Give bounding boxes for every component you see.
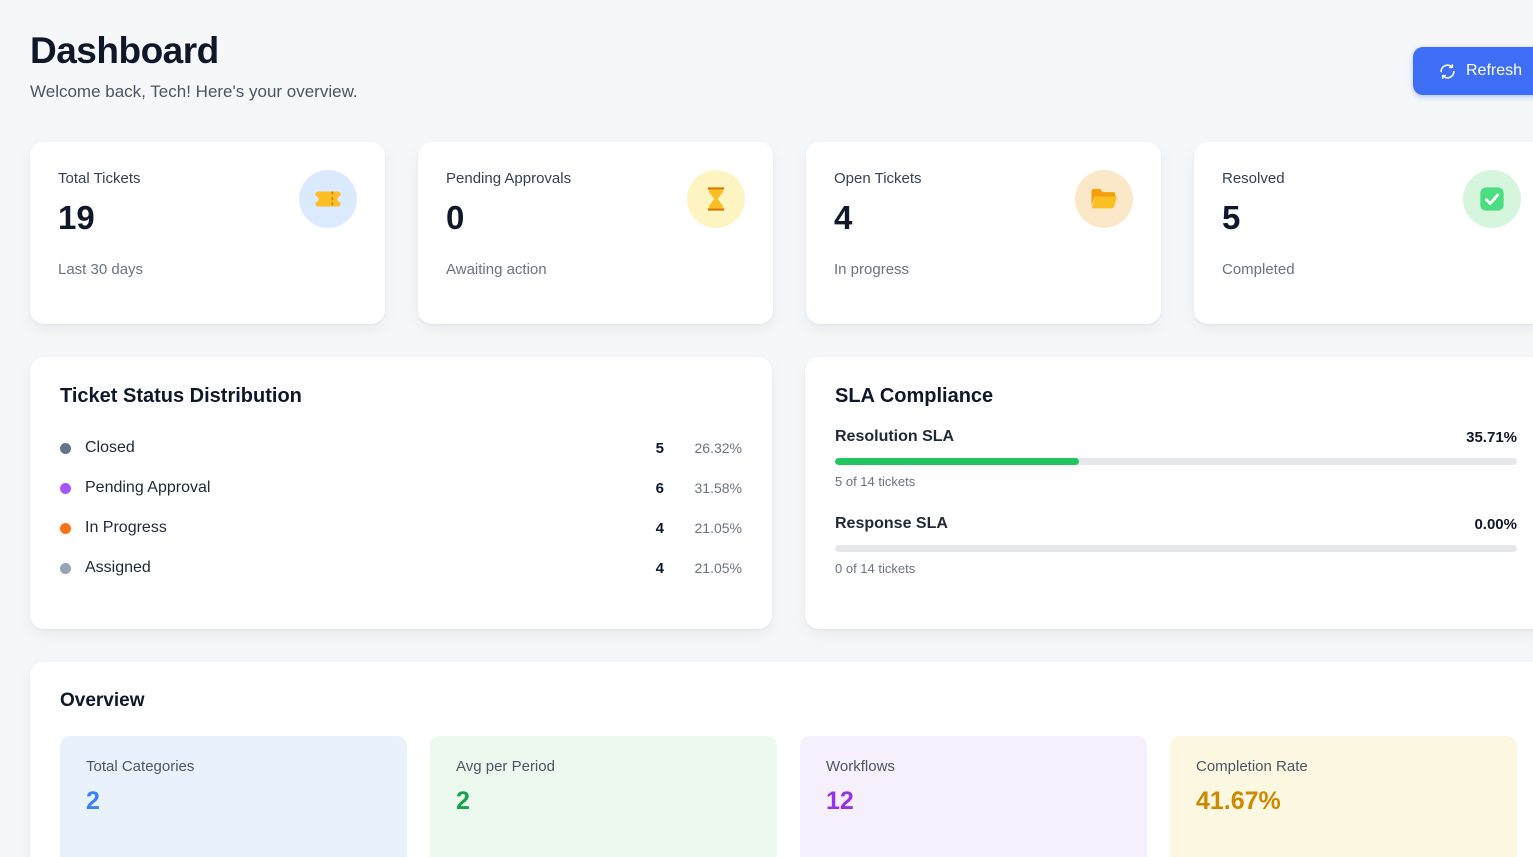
progress-bar-track [835, 545, 1517, 552]
sla-percent: 35.71% [1466, 428, 1517, 446]
progress-bar-track [835, 458, 1517, 465]
stat-caption: Completed [1222, 261, 1295, 278]
sla-item-resolution: Resolution SLA 35.71% 5 of 14 tickets [835, 428, 1517, 489]
sla-compliance-panel: SLA Compliance Resolution SLA 35.71% 5 o… [805, 357, 1533, 629]
sla-item-header: Resolution SLA 35.71% [835, 428, 1517, 446]
overview-card-total-categories: Total Categories 2 [60, 736, 407, 857]
progress-bar-fill [835, 458, 1079, 465]
sla-label: Resolution SLA [835, 428, 955, 445]
overview-card-label: Completion Rate [1196, 758, 1308, 775]
sla-percent: 0.00% [1474, 515, 1517, 533]
status-count: 4 [655, 559, 664, 577]
check-icon [1463, 170, 1521, 228]
status-label: Pending Approval [85, 479, 211, 496]
refresh-button-label: Refresh [1466, 62, 1523, 79]
panel-title: Ticket Status Distribution [60, 385, 302, 407]
middle-row: Ticket Status Distribution Closed 5 26.3… [30, 357, 1533, 629]
stat-label: Open Tickets [834, 170, 922, 187]
refresh-icon [1439, 63, 1456, 80]
overview-title: Overview [60, 690, 145, 711]
overview-card-value: 41.67% [1196, 787, 1281, 815]
sla-caption: 5 of 14 tickets [835, 474, 916, 489]
stat-label: Pending Approvals [446, 170, 572, 187]
status-percent: 21.05% [694, 560, 742, 576]
ticket-status-distribution-panel: Ticket Status Distribution Closed 5 26.3… [30, 357, 772, 629]
page-header: Dashboard Welcome back, Tech! Here's you… [30, 30, 1533, 102]
status-dot [60, 442, 71, 454]
sla-item-response: Response SLA 0.00% 0 of 14 tickets [835, 515, 1517, 576]
stat-caption: In progress [834, 261, 910, 278]
stat-caption: Awaiting action [446, 261, 547, 278]
status-count: 4 [655, 519, 664, 537]
status-row-pending-approval: Pending Approval 6 31.58% [60, 468, 742, 508]
status-label: Assigned [85, 559, 151, 576]
overview-panel: Overview Total Categories 2 Avg per Peri… [30, 662, 1533, 857]
page-subtitle: Welcome back, Tech! Here's your overview… [30, 82, 358, 101]
page-title: Dashboard [30, 30, 219, 71]
status-count: 6 [655, 479, 664, 497]
overview-card-value: 2 [86, 787, 100, 815]
status-row-assigned: Assigned 4 21.05% [60, 548, 742, 588]
stat-label: Resolved [1222, 170, 1285, 187]
stat-card-total-tickets: Total Tickets 19 Last 30 days [30, 142, 385, 324]
status-dot [60, 522, 71, 534]
status-row-in-progress: In Progress 4 21.05% [60, 508, 742, 548]
stat-caption: Last 30 days [58, 261, 144, 278]
overview-card-value: 2 [456, 787, 470, 815]
overview-card-label: Total Categories [86, 758, 195, 775]
overview-card-avg-per-period: Avg per Period 2 [430, 736, 777, 857]
overview-grid: Total Categories 2 Avg per Period 2 Work… [60, 736, 1519, 857]
stat-value: 5 [1222, 199, 1241, 236]
stat-card-text: Open Tickets 4 In progress [834, 170, 922, 296]
stat-label: Total Tickets [58, 170, 141, 187]
refresh-button[interactable]: Refresh [1413, 47, 1533, 95]
open-folder-icon [1075, 170, 1133, 228]
status-row-closed: Closed 5 26.32% [60, 428, 742, 468]
stat-card-open-tickets: Open Tickets 4 In progress [806, 142, 1161, 324]
overview-card-value: 12 [826, 787, 854, 815]
overview-card-label: Avg per Period [456, 758, 555, 775]
status-percent: 26.32% [694, 440, 742, 456]
stat-card-resolved: Resolved 5 Completed [1194, 142, 1533, 324]
ticket-icon [299, 170, 357, 228]
overview-card-workflows: Workflows 12 [800, 736, 1147, 857]
status-percent: 21.05% [694, 520, 742, 536]
status-label: Closed [85, 439, 135, 456]
overview-card-completion-rate: Completion Rate 41.67% [1170, 736, 1517, 857]
stat-card-text: Total Tickets 19 Last 30 days [58, 170, 143, 296]
sla-label: Response SLA [835, 515, 948, 532]
sla-caption: 0 of 14 tickets [835, 561, 916, 576]
status-dot [60, 482, 71, 494]
hourglass-icon [687, 170, 745, 228]
stat-value: 4 [834, 199, 853, 236]
sla-item-header: Response SLA 0.00% [835, 515, 1517, 533]
panel-title: SLA Compliance [835, 385, 994, 407]
stat-card-text: Resolved 5 Completed [1222, 170, 1295, 296]
stat-card-pending-approvals: Pending Approvals 0 Awaiting action [418, 142, 773, 324]
stat-value: 0 [446, 199, 465, 236]
stat-value: 19 [58, 199, 95, 236]
status-percent: 31.58% [694, 480, 742, 496]
status-label: In Progress [85, 519, 167, 536]
overview-card-label: Workflows [826, 758, 895, 775]
stat-cards-row: Total Tickets 19 Last 30 days Pending Ap… [30, 142, 1533, 324]
status-dot [60, 562, 71, 574]
status-count: 5 [655, 439, 664, 457]
stat-card-text: Pending Approvals 0 Awaiting action [446, 170, 571, 296]
